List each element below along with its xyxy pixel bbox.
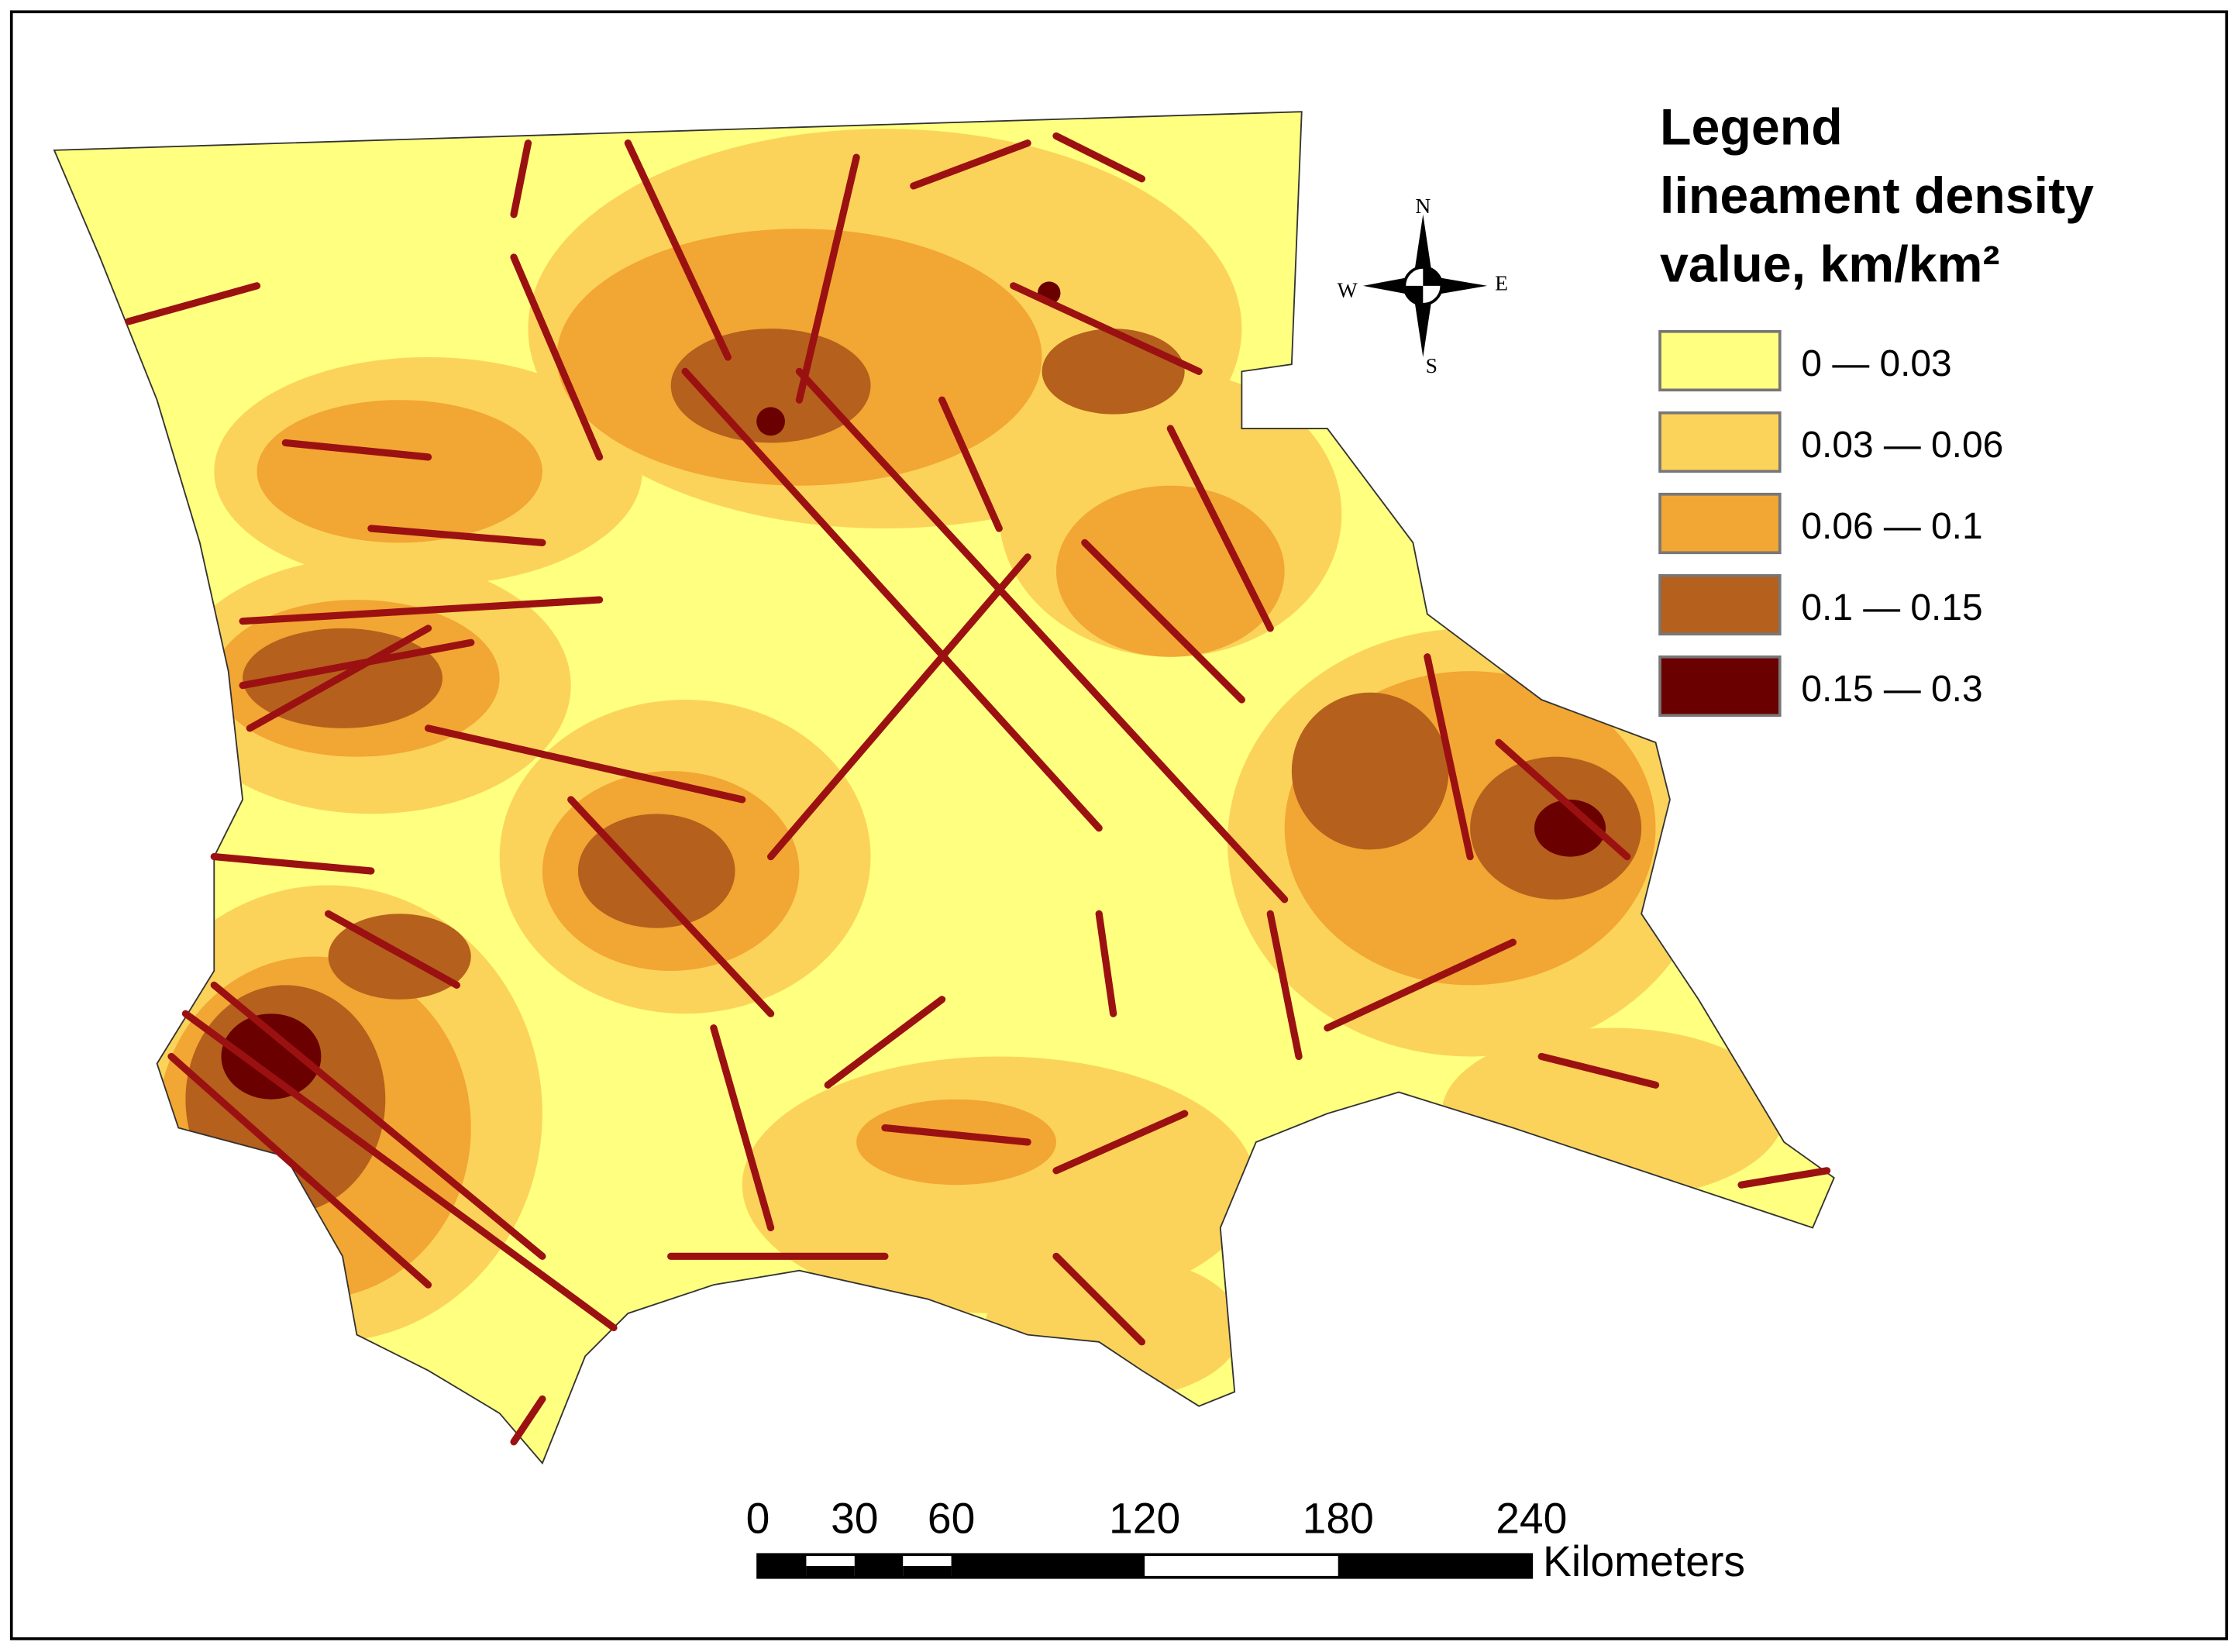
legend-swatch xyxy=(1658,655,1782,718)
legend-swatch xyxy=(1658,411,1782,473)
legend-title: Legend xyxy=(1660,99,1843,157)
scale-segment xyxy=(758,1565,807,1578)
boundary xyxy=(53,111,1835,1465)
compass-w: W xyxy=(1338,278,1358,302)
scale-segment xyxy=(1338,1554,1532,1578)
scale-segment xyxy=(903,1565,952,1578)
legend: 0 — 0.03 0.03 — 0.06 0.06 — 0.1 0.1 — 0.15 0… xyxy=(1658,329,2003,718)
scale-tick-label: 240 xyxy=(1496,1495,1567,1543)
compass-n: N xyxy=(1415,194,1431,218)
scale-tick-label: 60 xyxy=(928,1495,975,1543)
legend-swatch xyxy=(1658,492,1782,555)
scale-tick-label: 120 xyxy=(1109,1495,1180,1543)
legend-label: 0 — 0.03 xyxy=(1801,343,1951,384)
scale-segment xyxy=(854,1554,904,1566)
legend-subtitle: lineament density xyxy=(1660,167,2094,225)
scale-segment xyxy=(854,1565,904,1578)
legend-label: 0.1 — 0.15 xyxy=(1801,587,1982,628)
scale-tick-label: 30 xyxy=(831,1495,878,1543)
legend-label: 0.06 — 0.1 xyxy=(1801,506,1982,547)
scale-segment xyxy=(758,1554,807,1566)
legend-label: 0.03 — 0.06 xyxy=(1801,425,2003,466)
scale-tick-label: 0 xyxy=(746,1495,770,1543)
legend-swatch xyxy=(1658,329,1782,392)
legend-swatch xyxy=(1658,573,1782,636)
legend-subtitle: value, km/km² xyxy=(1660,236,2000,293)
compass-rose: N S E W xyxy=(1338,194,1508,377)
compass-e: E xyxy=(1495,270,1508,294)
scale-segment xyxy=(806,1565,855,1578)
compass-s: S xyxy=(1426,353,1437,377)
lineaments xyxy=(125,132,1831,1446)
scale-tick-label: 180 xyxy=(1303,1495,1374,1543)
legend-label: 0.15 — 0.3 xyxy=(1801,669,1982,710)
scale-unit: Kilometers xyxy=(1543,1537,1745,1585)
scale-segment xyxy=(951,1554,1145,1578)
